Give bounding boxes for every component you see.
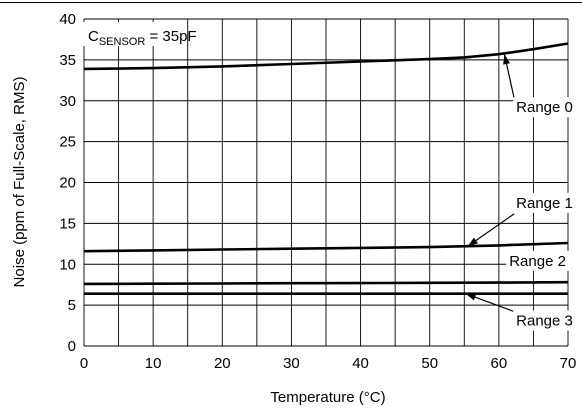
y-tick-label: 0 [68, 338, 76, 355]
y-tick-label: 15 [59, 215, 76, 232]
y-tick-label: 10 [59, 256, 76, 273]
series-label-background [513, 310, 582, 331]
tick-labels: 0 5 10 15 20 25 30 35 40 0 10 20 30 40 50 60 70 [59, 11, 576, 372]
label-arrow-head [467, 237, 478, 247]
series-line-range-1 [83, 241, 569, 253]
annotation-main: C [88, 28, 99, 45]
top-rule [0, 2, 582, 3]
y-tick-label: 20 [59, 175, 76, 192]
x-tick-label: 40 [352, 355, 369, 372]
series-line-range-0 [83, 42, 569, 71]
label-arrow-head [465, 293, 477, 301]
sensor-annotation: CSENSOR = 35pF [88, 28, 197, 48]
series-label-background [513, 192, 582, 213]
x-tick-label: 50 [421, 355, 438, 372]
y-tick-label: 35 [59, 52, 76, 69]
x-tick-label: 20 [214, 355, 231, 372]
series-label-background [506, 250, 575, 271]
y-tick-label: 30 [59, 93, 76, 110]
annotation-background [83, 22, 179, 46]
y-tick-label: 25 [59, 134, 76, 151]
y-axis-title: Noise (ppm of Full-Scale, RMS) [11, 77, 28, 288]
series-label-range-1: Range 1 [516, 195, 573, 212]
series-line-range-2 [83, 280, 569, 286]
x-tick-label: 60 [491, 355, 508, 372]
label-arrow-head [503, 54, 510, 65]
x-axis-title: Temperature (°C) [270, 389, 385, 406]
x-tick-label: 0 [80, 355, 88, 372]
series-labels: Range 0 Range 1 Range 2 Range 3 [465, 54, 582, 331]
series-label-background [513, 97, 582, 118]
series-label-range-2: Range 2 [509, 253, 566, 270]
y-tick-label: 40 [59, 11, 76, 28]
series-group [83, 42, 569, 295]
annotation-subscript: SENSOR [99, 36, 146, 48]
x-tick-label: 70 [560, 355, 577, 372]
series-label-range-0: Range 0 [516, 99, 573, 116]
grid [83, 18, 569, 347]
x-tick-label: 10 [145, 355, 162, 372]
series-label-range-3: Range 3 [516, 313, 573, 330]
x-tick-label: 30 [283, 355, 300, 372]
annotation-tail: = 35pF [145, 28, 196, 45]
y-tick-label: 5 [68, 297, 76, 314]
